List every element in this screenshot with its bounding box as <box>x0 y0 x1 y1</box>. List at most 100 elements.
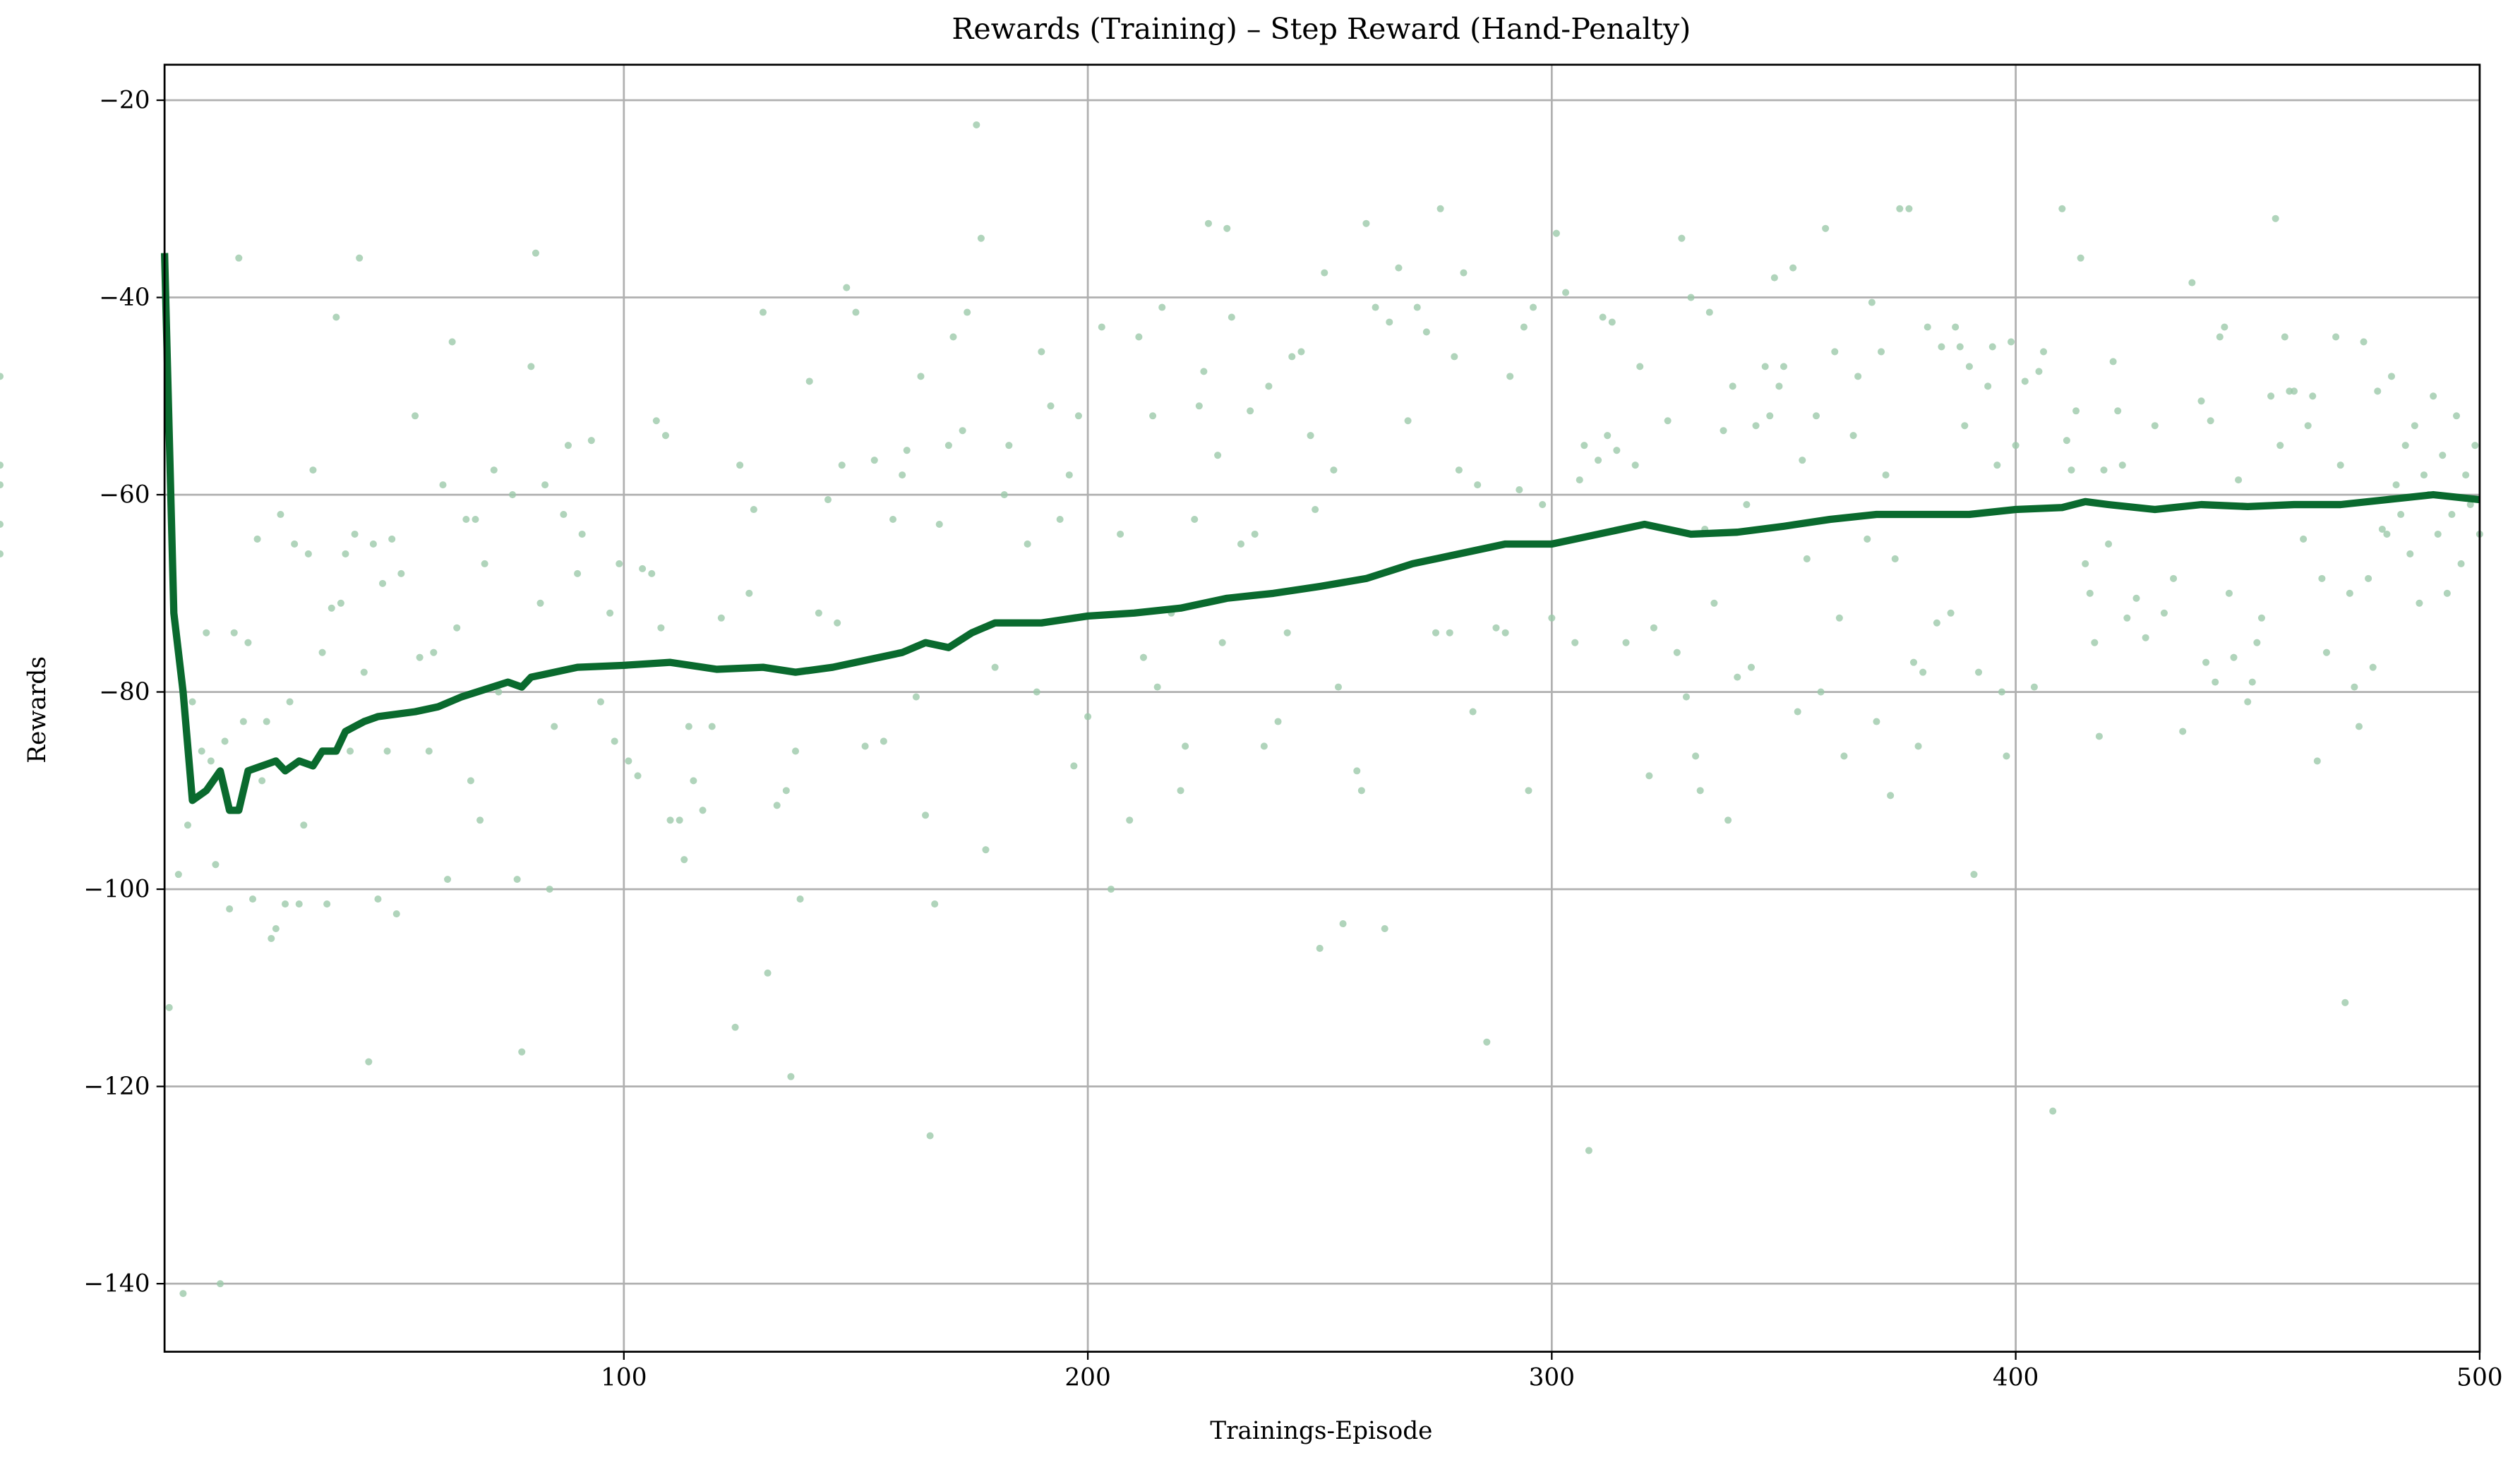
scatter-point <box>843 284 851 291</box>
scatter-point <box>323 900 331 908</box>
scatter-point <box>2179 728 2187 735</box>
scatter-point <box>699 807 707 814</box>
plot-frame <box>163 64 2481 1353</box>
scatter-point <box>1539 501 1547 509</box>
scatter-point <box>880 737 887 745</box>
scatter-point <box>174 871 182 879</box>
scatter-point <box>253 535 261 543</box>
scatter-point <box>2077 254 2084 262</box>
scatter-point <box>2049 1107 2057 1115</box>
scatter-point <box>277 510 284 519</box>
scatter-point <box>1520 323 1528 331</box>
scatter-point <box>764 969 772 977</box>
scatter-point <box>1909 658 1918 666</box>
scatter-point <box>1696 787 1704 795</box>
scatter-point <box>2290 387 2298 395</box>
scatter-point <box>2132 594 2140 602</box>
scatter-point <box>717 614 725 622</box>
scatter-point <box>541 481 549 489</box>
scatter-point <box>1747 663 1755 671</box>
scatter-point <box>1924 323 1931 331</box>
scatter-point <box>1988 343 1996 351</box>
scatter-point <box>309 466 317 474</box>
scatter-point <box>1938 343 1945 351</box>
scatter-point <box>1195 402 1203 410</box>
scatter-point <box>912 693 920 701</box>
scatter-point <box>1223 224 1231 232</box>
scatter-point <box>1705 308 1713 316</box>
scatter-point <box>1734 673 1741 681</box>
scatter-point <box>1117 530 1124 538</box>
scatter-point <box>1297 348 1305 356</box>
scatter-point <box>578 530 586 538</box>
scatter-point <box>824 496 832 504</box>
scatter-point <box>935 520 943 529</box>
scatter-point <box>2021 378 2029 385</box>
scatter-point <box>2216 333 2224 341</box>
scatter-point <box>745 589 753 597</box>
scatter-point <box>1247 407 1254 415</box>
scatter-point <box>365 1058 373 1066</box>
scatter-point <box>1682 693 1690 701</box>
scatter-point <box>616 560 623 567</box>
scatter-point <box>1724 816 1732 824</box>
scatter-point <box>1065 471 1073 479</box>
scatter-point <box>2105 540 2113 548</box>
scatter-point <box>708 723 716 730</box>
scatter-point <box>412 412 419 420</box>
scatter-point <box>1228 313 1235 321</box>
scatter-point <box>2230 653 2238 661</box>
scatter-point <box>2072 407 2080 415</box>
scatter-point <box>2272 215 2279 222</box>
scatter-point <box>467 777 474 785</box>
scatter-point <box>2439 452 2447 459</box>
scatter-point <box>1530 303 1537 311</box>
scatter-point <box>1362 219 1370 227</box>
scatter-point <box>546 886 553 893</box>
scatter-point <box>304 550 312 557</box>
scatter-point <box>221 737 229 745</box>
scatter-point <box>838 461 846 469</box>
scatter-point <box>239 718 247 725</box>
scatter-point <box>1381 924 1388 933</box>
scatter-point <box>2063 437 2070 445</box>
scatter-point <box>179 1290 187 1298</box>
scatter-point <box>1283 629 1291 637</box>
moving-average-line <box>160 253 2480 814</box>
scatter-point <box>2207 417 2214 425</box>
scatter-point <box>226 905 234 913</box>
scatter-point <box>1622 639 1630 646</box>
scatter-point <box>2100 466 2108 474</box>
scatter-point <box>2003 752 2010 760</box>
scatter-point <box>1877 348 1885 356</box>
scatter-point <box>625 757 632 765</box>
scatter-point <box>1789 264 1797 272</box>
scatter-point <box>1251 530 1259 538</box>
scatter-point <box>551 723 558 730</box>
scatter-point <box>207 757 215 765</box>
scatter-point <box>258 777 266 785</box>
scatter-point <box>1483 1038 1491 1046</box>
scatter-point <box>750 506 757 514</box>
scatter-point <box>1432 629 1440 637</box>
scatter-point <box>926 1132 934 1140</box>
scatter-point <box>1687 294 1695 301</box>
scatter-point <box>2082 560 2089 567</box>
scatter-point <box>2276 442 2284 450</box>
scatter-point <box>1585 1147 1592 1154</box>
scatter-point <box>1766 412 1774 420</box>
scatter-point <box>1353 767 1361 775</box>
scatter-point <box>2151 422 2159 430</box>
scatter-point <box>949 333 957 341</box>
scatter-point <box>439 481 447 489</box>
scatter-point <box>634 772 642 780</box>
scatter-point <box>690 777 697 785</box>
scatter-point <box>1330 466 1338 474</box>
scatter-point <box>2443 589 2451 597</box>
scatter-point <box>1812 412 1820 420</box>
scatter-point <box>782 787 790 795</box>
scatter-point <box>1460 269 1468 277</box>
scatter-point <box>2416 599 2423 607</box>
scatter-point <box>1548 614 1556 622</box>
scatter-point <box>973 121 980 128</box>
